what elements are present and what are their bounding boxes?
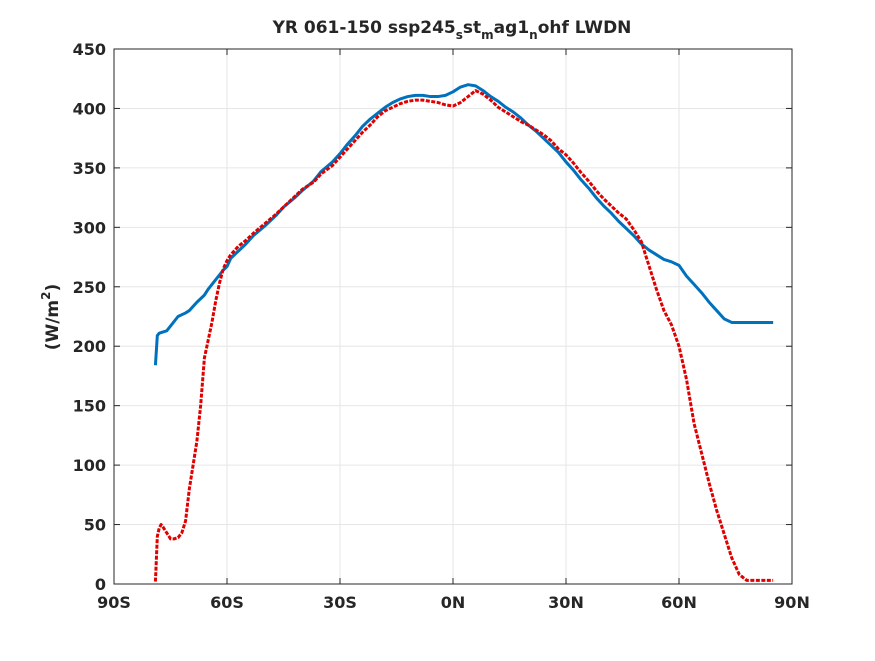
x-tick-label: 30S [323,593,357,612]
ticks: 90S 60S 30S 0N 30N 60N 90N 0 50 100 150 200 250 300 35… [73,40,810,612]
y-tick-label: 0 [95,575,106,594]
x-tick-label: 0N [441,593,466,612]
y-tick-label: 250 [73,278,106,297]
ylabel-sup: 2 [39,291,53,299]
y-tick-label: 400 [73,99,106,118]
ylabel-suffix: ) [43,284,63,292]
y-tick-label: 100 [73,456,106,475]
x-tick-label: 30N [548,593,584,612]
series-line-1 [153,83,774,366]
x-tick-label: 60S [210,593,244,612]
title-mid-2: ag1 [494,18,529,38]
chart-title: YR 061-150 ssp245sstmag1nohf LWDN [272,18,632,42]
x-tick-label: 60N [661,593,697,612]
title-sub-1: s [456,28,463,42]
title-mid-1: st [463,18,481,38]
title-prefix: YR 061-150 ssp245 [272,18,456,38]
y-tick-label: 300 [73,218,106,237]
x-tick-label: 90N [774,593,810,612]
title-sub-2: m [481,28,494,42]
y-tick-label: 50 [84,516,106,535]
y-tick-label: 450 [73,40,106,59]
y-axis-label: (W/m2) [39,284,63,351]
ylabel-prefix: (W/m [43,300,63,350]
series-layer [153,83,774,582]
y-tick-label: 350 [73,159,106,178]
y-tick-label: 200 [73,337,106,356]
series-line-2 [153,89,774,582]
title-suffix: ohf LWDN [538,18,632,38]
x-tick-label: 90S [97,593,131,612]
title-sub-3: n [529,28,538,42]
y-tick-label: 150 [73,397,106,416]
